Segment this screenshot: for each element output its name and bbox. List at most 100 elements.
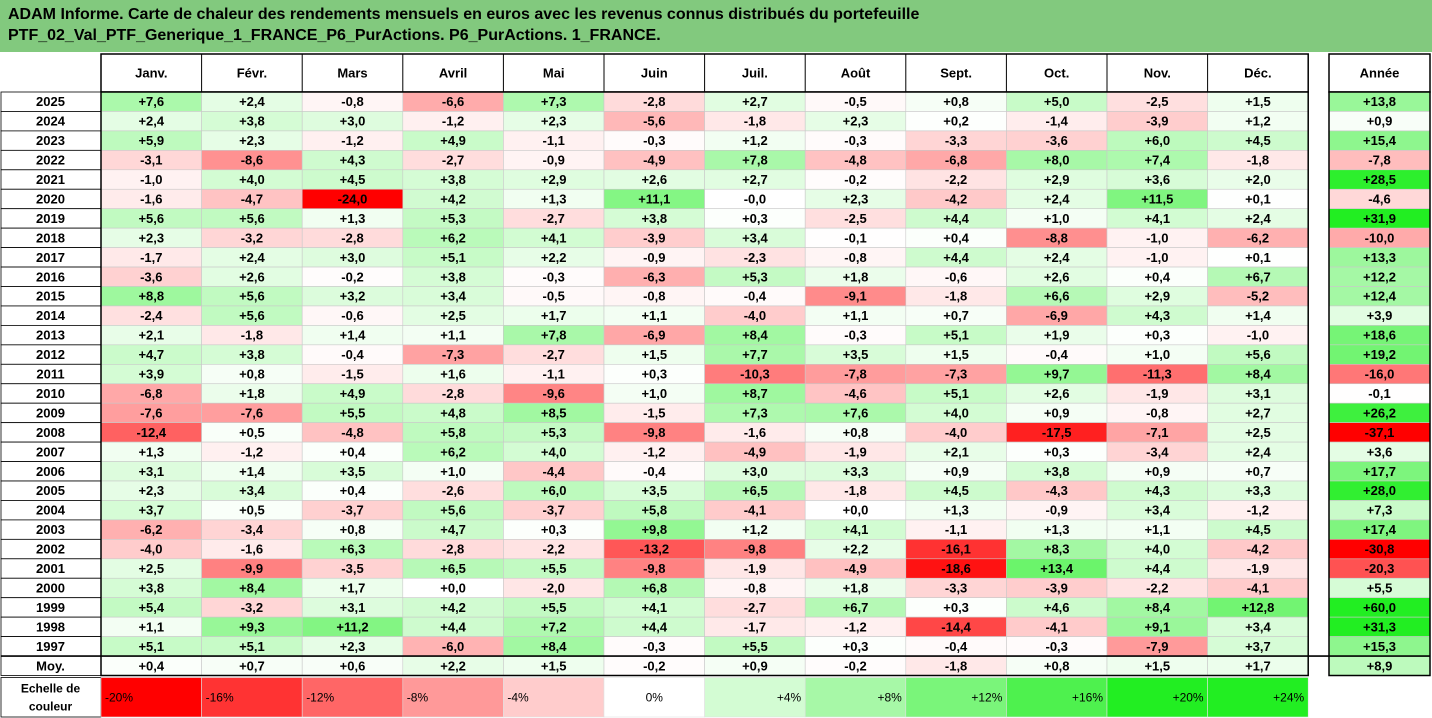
cell-value: -9,8 xyxy=(643,425,665,440)
cell-value: +5,3 xyxy=(440,211,466,226)
cell-value: -12,4 xyxy=(136,425,166,440)
cell-value: +3,1 xyxy=(340,600,366,615)
cell-value: -0,2 xyxy=(341,269,363,284)
cell-value: +4,1 xyxy=(541,230,567,245)
row-year-2014: 2014 xyxy=(36,308,66,323)
cell-value: -1,2 xyxy=(241,444,263,459)
cell-value: -6,9 xyxy=(1045,308,1067,323)
cell-value: -3,6 xyxy=(140,269,162,284)
cell-value: +6,5 xyxy=(742,483,768,498)
cell-value: +2,6 xyxy=(1044,269,1070,284)
title-banner: ADAM Informe. Carte de chaleur des rende… xyxy=(0,0,1432,52)
cell-value: +11,1 xyxy=(638,191,670,206)
cell-value: +2,3 xyxy=(138,230,164,245)
cell-value: +2,4 xyxy=(1245,211,1271,226)
cell-value: -2,6 xyxy=(442,483,464,498)
cell-value: -0,4 xyxy=(744,289,767,304)
cell-value: +4,8 xyxy=(440,405,466,420)
cell-value: +0,4 xyxy=(1144,269,1170,284)
cell-value: +8,4 xyxy=(742,328,768,343)
annual-value: +0,9 xyxy=(1367,114,1393,129)
cell-value: -1,8 xyxy=(945,289,967,304)
cell-value: +5,1 xyxy=(138,639,164,654)
cell-value: +7,6 xyxy=(843,405,869,420)
cell-value: +1,9 xyxy=(1044,328,1070,343)
row-year-2008: 2008 xyxy=(36,425,65,440)
cell-value: -0,3 xyxy=(844,133,866,148)
cell-value: -1,2 xyxy=(844,619,866,634)
annual-value: +15,3 xyxy=(1363,639,1396,654)
cell-value: +4,2 xyxy=(440,600,466,615)
cell-value: +3,6 xyxy=(1144,172,1170,187)
cell-value: +0,5 xyxy=(239,503,265,518)
cell-value: +3,9 xyxy=(138,367,164,382)
cell-value: +1,7 xyxy=(541,308,567,323)
heatmap-table: Janv. Févr. Mars Avril Mai Juin Juil. Août Sept.… xyxy=(0,53,1431,718)
cell-value: +7,8 xyxy=(742,153,768,168)
cell-value: -0,4 xyxy=(1045,347,1068,362)
cell-value: -2,2 xyxy=(542,542,564,557)
cell-value: -3,7 xyxy=(542,503,564,518)
scale-swatch xyxy=(1106,677,1208,718)
cell-value: -5,2 xyxy=(1247,289,1269,304)
annual-value: +18,6 xyxy=(1363,328,1396,343)
cell-value: -4,8 xyxy=(844,153,866,168)
cell-value: +4,9 xyxy=(440,133,466,148)
cell-value: -2,8 xyxy=(643,94,665,109)
cell-value: +0,7 xyxy=(943,308,969,323)
cell-value: -6,6 xyxy=(442,94,464,109)
cell-value: +5,6 xyxy=(138,211,164,226)
cell-value: +1,8 xyxy=(843,580,869,595)
cell-value: -0,3 xyxy=(643,133,665,148)
cell-value: -3,9 xyxy=(1045,580,1067,595)
cell-value: +9,8 xyxy=(641,522,667,537)
cell-value: -3,1 xyxy=(140,153,162,168)
cell-value: -2,7 xyxy=(542,347,564,362)
cell-value: +1,8 xyxy=(843,269,869,284)
cell-value: +5,9 xyxy=(138,133,164,148)
row-year-2009: 2009 xyxy=(36,405,65,420)
cell-value: +8,4 xyxy=(1245,367,1271,382)
cell-value: +2,3 xyxy=(541,114,567,129)
cell-value: -7,3 xyxy=(442,347,464,362)
cell-value: -0,4 xyxy=(945,639,968,654)
cell-value: -4,1 xyxy=(1247,580,1269,595)
cell-value: -0,3 xyxy=(643,639,665,654)
cell-value: +5,8 xyxy=(641,503,667,518)
cell-value: +4,1 xyxy=(843,522,869,537)
cell-value: -3,6 xyxy=(1045,133,1067,148)
cell-value: -6,9 xyxy=(643,328,665,343)
cell-value: +9,3 xyxy=(239,619,265,634)
cell-value: +2,4 xyxy=(239,94,265,109)
cell-value: +1,1 xyxy=(843,308,869,323)
row-year-2017: 2017 xyxy=(36,250,65,265)
cell-value: +0,3 xyxy=(1044,444,1070,459)
annual-value: +17,7 xyxy=(1363,464,1396,479)
annual-value: +28,0 xyxy=(1363,483,1396,498)
row-year-2010: 2010 xyxy=(36,386,65,401)
cell-value: -6,8 xyxy=(945,153,967,168)
cell-value: +4,3 xyxy=(340,153,366,168)
cell-value: -0,2 xyxy=(643,658,665,673)
cell-value: +2,3 xyxy=(340,639,366,654)
cell-value: -1,1 xyxy=(542,367,564,382)
row-year-2015: 2015 xyxy=(36,289,65,304)
cell-value: -1,5 xyxy=(643,405,665,420)
cell-value: +0,8 xyxy=(1044,658,1070,673)
cell-value: +1,7 xyxy=(340,580,366,595)
scale-stop-label: +16% xyxy=(1072,690,1103,704)
annual-value: +7,3 xyxy=(1367,503,1393,518)
cell-value: +1,5 xyxy=(1245,94,1271,109)
row-year-2006: 2006 xyxy=(36,464,65,479)
cell-value: -1,8 xyxy=(241,328,263,343)
cell-value: +0,6 xyxy=(340,658,366,673)
cell-value: +8,5 xyxy=(541,405,567,420)
cell-value: -2,5 xyxy=(844,211,866,226)
cell-value: +0,2 xyxy=(943,114,969,129)
cell-value: +3,7 xyxy=(138,503,164,518)
cell-value: +0,8 xyxy=(843,425,869,440)
cell-value: +8,4 xyxy=(1144,600,1170,615)
cell-value: -0,2 xyxy=(844,172,866,187)
cell-value: -3,4 xyxy=(1146,444,1169,459)
cell-value: +0,5 xyxy=(239,425,265,440)
